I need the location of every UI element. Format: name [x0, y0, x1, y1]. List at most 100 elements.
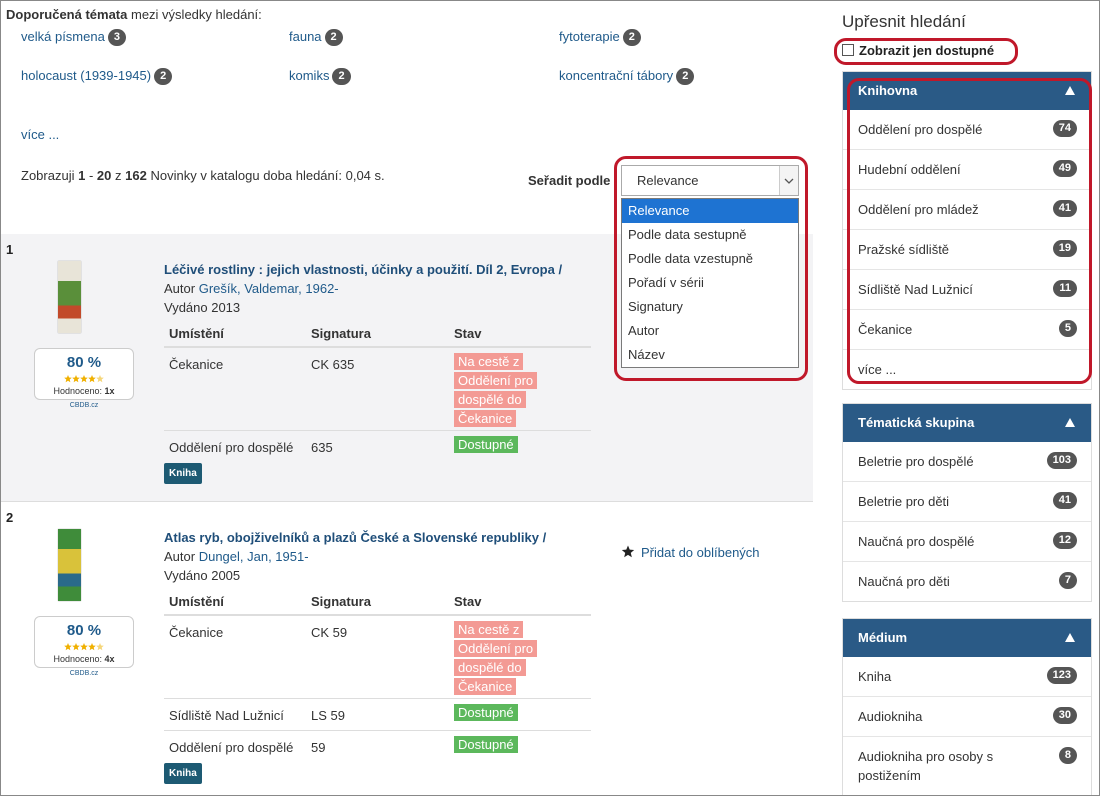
star [64, 643, 72, 651]
rated-label: Hodnoceno: [53, 386, 102, 396]
header-row: Umístění Signatura Stav [164, 323, 591, 348]
topic-link[interactable]: koncentrační tábory [559, 68, 674, 83]
sort-option[interactable]: Autor [628, 323, 660, 338]
holding-row: Čekanice CK 635 Na cestě z Oddělení pro do… [164, 346, 591, 431]
sort-option[interactable]: Pořadí v sérii [628, 275, 704, 290]
rated-count: 1x [104, 386, 115, 396]
facet-item[interactable]: Čekanice 5 [843, 309, 1091, 349]
author: Autor Grešík, Valdemar, 1962- [164, 281, 339, 296]
facet-header[interactable]: Médium [843, 619, 1091, 657]
column-header: Umístění [164, 591, 306, 616]
sort-option[interactable]: Název [628, 347, 665, 362]
topic-link[interactable]: komiks [289, 68, 330, 83]
summary-of: z [115, 168, 122, 183]
checkbox[interactable] [842, 44, 854, 56]
status-cell: Na cestě z Oddělení pro dospělé do Čekan… [449, 346, 591, 431]
summary-dash: - [88, 168, 94, 183]
topic-link[interactable]: holocaust (1939-1945) [21, 68, 152, 83]
facet-item-name: Hudební oddělení [858, 162, 961, 177]
sort-label: Seřadit podle [528, 173, 611, 188]
status-cell: Dostupné [449, 430, 591, 462]
format-row: Kniha [164, 762, 591, 784]
result-title[interactable]: Atlas ryb, obojživelníků a plazů České a… [164, 530, 547, 545]
facet-item[interactable]: Kniha 123 [843, 657, 1091, 696]
facet-title: Knihovna [858, 83, 918, 98]
holding-row: Čekanice CK 59 Na cestě z Oddělení pro dos… [164, 614, 591, 699]
author-link[interactable]: Grešík, Valdemar, 1962- [198, 281, 339, 296]
format-row: Kniha [164, 462, 591, 484]
facet-item[interactable]: Audiokniha pro osoby s postižením 8 [843, 736, 1091, 795]
published: Vydáno 2005 [164, 568, 241, 583]
author-link[interactable]: Dungel, Jan, 1951- [198, 549, 309, 564]
status: Dostupné [454, 736, 518, 753]
facet-item[interactable]: Oddělení pro dospělé 74 [843, 110, 1091, 149]
sort-option[interactable]: Signatury [628, 299, 683, 314]
sort-option[interactable]: Podle data sestupně [628, 227, 747, 242]
available-only-label: Zobrazit jen dostupné [859, 43, 995, 58]
facet-item[interactable]: Beletrie pro děti 41 [843, 481, 1091, 521]
facet-more[interactable]: více ... [843, 349, 1091, 389]
topic-link[interactable]: fauna [289, 29, 322, 44]
summary-total: 162 [125, 168, 147, 183]
status-cell: Dostupné [449, 698, 591, 731]
facet-item-name: Audiokniha [858, 709, 923, 724]
facet-item-count: 74 [1052, 120, 1077, 137]
facet-item-count: 41 [1052, 200, 1077, 217]
topic-link[interactable]: fytoterapie [559, 29, 620, 44]
topics-more[interactable]: více ... [21, 127, 60, 142]
facet-item[interactable]: Naučná pro dospělé 12 [843, 521, 1091, 561]
signature: LS 59 [306, 698, 449, 731]
triangle [1065, 418, 1075, 427]
column-header: Umístění [164, 323, 306, 348]
facet-item[interactable]: Hudební oddělení 49 [843, 149, 1091, 189]
facet-header[interactable]: Tématická skupina [843, 404, 1091, 442]
facet-item-name: Beletrie pro dospělé [858, 454, 974, 469]
status: Dostupné [454, 436, 518, 453]
sort-select[interactable]: Relevance [621, 165, 799, 196]
topic: fauna 2 [289, 29, 343, 46]
facet-item-name: Oddělení pro dospělé [858, 122, 983, 137]
status-cell: Na cestě z Oddělení pro dospělé do Čekan… [449, 614, 591, 699]
facet-item[interactable]: Pražské sídliště 19 [843, 229, 1091, 269]
status-wrap: Dostupné [454, 703, 538, 722]
facet-item-count: 8 [1058, 747, 1077, 764]
facet-item[interactable]: Oddělení pro mládež 41 [843, 189, 1091, 229]
facet-item[interactable]: Sídliště Nad Lužnicí 11 [843, 269, 1091, 309]
sort-option[interactable]: Podle data vzestupně [628, 251, 754, 266]
facet-item-name: Audiokniha pro osoby s postižením [858, 749, 994, 783]
rating-percent: 80 % [66, 354, 102, 371]
format-cell: Kniha [164, 462, 591, 484]
sort-option[interactable]: Relevance [622, 199, 798, 223]
status-wrap: Dostupné [454, 735, 538, 754]
facet-item-count: 123 [1046, 667, 1077, 684]
summary-from: 1 [78, 168, 86, 183]
topic-link[interactable]: velká písmena [21, 29, 105, 44]
author-label: Autor [164, 281, 196, 296]
facet-item-count: 103 [1046, 452, 1077, 469]
facet-item[interactable]: Naučná pro děti 7 [843, 561, 1091, 601]
available-only[interactable]: Zobrazit jen dostupné [842, 43, 994, 58]
facet-item-count: 49 [1052, 160, 1077, 177]
star [72, 375, 80, 383]
rating-box: 80 % Hodnoceno: 4x [34, 616, 134, 668]
triangle [1065, 86, 1075, 95]
facet-item-name: Naučná pro děti [858, 574, 950, 589]
topic-count: 2 [154, 68, 173, 85]
holdings-table: Umístění Signatura Stav Čekanice CK 59 Na ces… [164, 591, 591, 784]
rating-source[interactable]: CBDB.cz [69, 670, 99, 677]
add-favorite[interactable]: Přidat do oblíbených [621, 545, 760, 560]
facet-item[interactable]: Audiokniha 30 [843, 696, 1091, 736]
facet-item-name: Oddělení pro mládež [858, 202, 979, 217]
facet-header[interactable]: Knihovna [843, 72, 1091, 110]
facet-item[interactable]: Beletrie pro dospělé 103 [843, 442, 1091, 481]
location: Sídliště Nad Lužnicí [164, 698, 306, 731]
facet-item-name: Kniha [858, 669, 892, 684]
cover-image [58, 529, 81, 601]
location: Čekanice [164, 346, 306, 431]
facet-panel: Knihovna Oddělení pro dospělé 74 Hudební od… [842, 71, 1092, 390]
result-title[interactable]: Léčivé rostliny : jejich vlastnosti, úči… [164, 262, 563, 277]
location: Oddělení pro dospělé [164, 730, 306, 762]
rating-source[interactable]: CBDB.cz [69, 402, 99, 409]
holding-row: Sídliště Nad Lužnicí LS 59 Dostupné [164, 698, 591, 731]
